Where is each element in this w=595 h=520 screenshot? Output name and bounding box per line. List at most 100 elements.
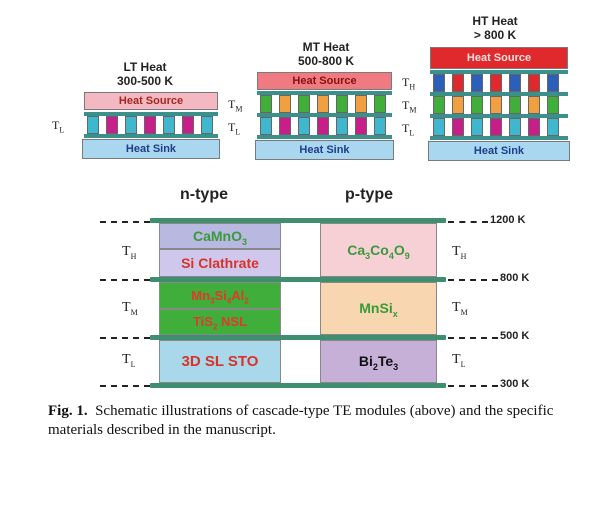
stack-th-label-left: TH: [122, 244, 137, 261]
mt-leg: [317, 95, 329, 113]
lt-heat-sink: Heat Sink: [82, 139, 220, 159]
mt-tm-label: TM: [228, 97, 243, 114]
lt-title-line1: LT Heat: [123, 60, 167, 74]
p-type-header: p-type: [345, 186, 393, 203]
ht-leg: [490, 118, 502, 136]
mt-leg: [260, 117, 272, 135]
level-line-1200-left: [100, 221, 150, 223]
mt-mid-plate: [257, 113, 392, 117]
mt-leg: [260, 95, 272, 113]
n-cell-3d-sl-sto: 3D SL STO: [159, 340, 281, 383]
ht-leg: [547, 96, 559, 114]
mt-leg: [355, 95, 367, 113]
mt-title-line2: 500-800 K: [297, 54, 355, 68]
stack-plate-top: [150, 218, 446, 223]
stack-tl-label-left: TL: [122, 352, 136, 369]
mt-leg: [355, 117, 367, 135]
lt-top-plate: [84, 112, 218, 116]
lt-leg: [106, 116, 118, 134]
ht-leg: [471, 118, 483, 136]
ht-bottom-legs: [430, 118, 568, 136]
ht-leg: [509, 118, 521, 136]
ht-leg: [433, 74, 445, 92]
stack-plate-800: [150, 277, 446, 282]
stack-plate-bottom: [150, 383, 446, 388]
ht-top-legs: [430, 74, 568, 92]
mt-tl-label: TL: [228, 120, 241, 137]
mt-lower-legs: [257, 117, 392, 135]
ht-th-label: TH: [402, 75, 416, 92]
ht-leg: [471, 74, 483, 92]
lt-leg: [182, 116, 194, 134]
ht-leg: [528, 74, 540, 92]
lt-leg: [125, 116, 137, 134]
lt-leg: [201, 116, 213, 134]
ht-plate-2: [430, 92, 568, 96]
ht-leg: [433, 96, 445, 114]
kelvin-label-500: 500 K: [500, 330, 530, 342]
ht-leg: [547, 74, 559, 92]
mt-upper-legs: [257, 95, 392, 113]
ht-bottom-plate: [430, 136, 568, 140]
p-cell-mnsix: MnSix: [320, 282, 437, 335]
level-line-800-left: [100, 279, 150, 281]
stack-tl-label-right: TL: [452, 352, 466, 369]
mt-leg: [374, 117, 386, 135]
p-cell-ca3co4o9: Ca3Co4O9: [320, 223, 437, 277]
ht-leg: [452, 96, 464, 114]
ht-leg: [509, 96, 521, 114]
mt-leg: [317, 117, 329, 135]
stack-tm-label-left: TM: [122, 300, 138, 317]
lt-bottom-plate: [84, 134, 218, 138]
ht-leg: [509, 74, 521, 92]
ht-leg: [433, 118, 445, 136]
ht-leg: [490, 74, 502, 92]
kelvin-label-800: 800 K: [500, 272, 530, 284]
ht-tm-label: TM: [402, 98, 417, 115]
ht-tl-label: TL: [402, 121, 415, 138]
ht-title-line2: > 800 K: [473, 28, 517, 42]
lt-heat-source: Heat Source: [84, 92, 218, 110]
level-line-500-right: [448, 337, 498, 339]
n-cell-tis2-nsl: TiS2 NSL: [159, 309, 281, 335]
lt-leg: [87, 116, 99, 134]
level-line-500-left: [100, 337, 150, 339]
mt-upper-plate: [257, 91, 392, 95]
ht-leg: [490, 96, 502, 114]
n-cell-mn3si4al2: Mn3Si4Al2: [159, 282, 281, 309]
ht-plate-3: [430, 114, 568, 118]
kelvin-label-1200: 1200 K: [490, 214, 526, 226]
ht-top-plate: [430, 70, 568, 74]
n-type-header: n-type: [180, 186, 228, 203]
ht-module-title: HT Heat > 800 K: [445, 14, 545, 42]
ht-heat-source: Heat Source: [430, 47, 568, 69]
level-line-800-right: [448, 279, 498, 281]
level-line-1200-right: [448, 221, 488, 223]
n-cell-si-clathrate: Si Clathrate: [159, 249, 281, 277]
caption-label: Fig. 1.: [48, 403, 88, 419]
ht-leg: [528, 96, 540, 114]
lt-leg: [144, 116, 156, 134]
figure-caption: Fig. 1. Schematic illustrations of casca…: [48, 402, 578, 440]
mt-leg: [298, 117, 310, 135]
mt-leg: [374, 95, 386, 113]
ht-leg: [452, 74, 464, 92]
ht-mid-legs: [430, 96, 568, 114]
mt-leg: [336, 117, 348, 135]
mt-heat-sink: Heat Sink: [255, 140, 394, 160]
mt-leg: [279, 95, 291, 113]
level-line-300-right: [448, 385, 498, 387]
mt-leg: [279, 117, 291, 135]
p-cell-bi2te3: Bi2Te3: [320, 340, 437, 383]
ht-leg: [547, 118, 559, 136]
mt-leg: [298, 95, 310, 113]
ht-heat-sink: Heat Sink: [428, 141, 570, 161]
level-line-300-left: [100, 385, 150, 387]
stack-plate-500: [150, 335, 446, 340]
lt-legs: [84, 116, 218, 134]
mt-title-line1: MT Heat: [302, 40, 350, 54]
lt-leg: [163, 116, 175, 134]
lt-module-title: LT Heat 300-500 K: [100, 60, 190, 88]
mt-module-title: MT Heat 500-800 K: [276, 40, 376, 68]
stack-th-label-right: TH: [452, 244, 467, 261]
